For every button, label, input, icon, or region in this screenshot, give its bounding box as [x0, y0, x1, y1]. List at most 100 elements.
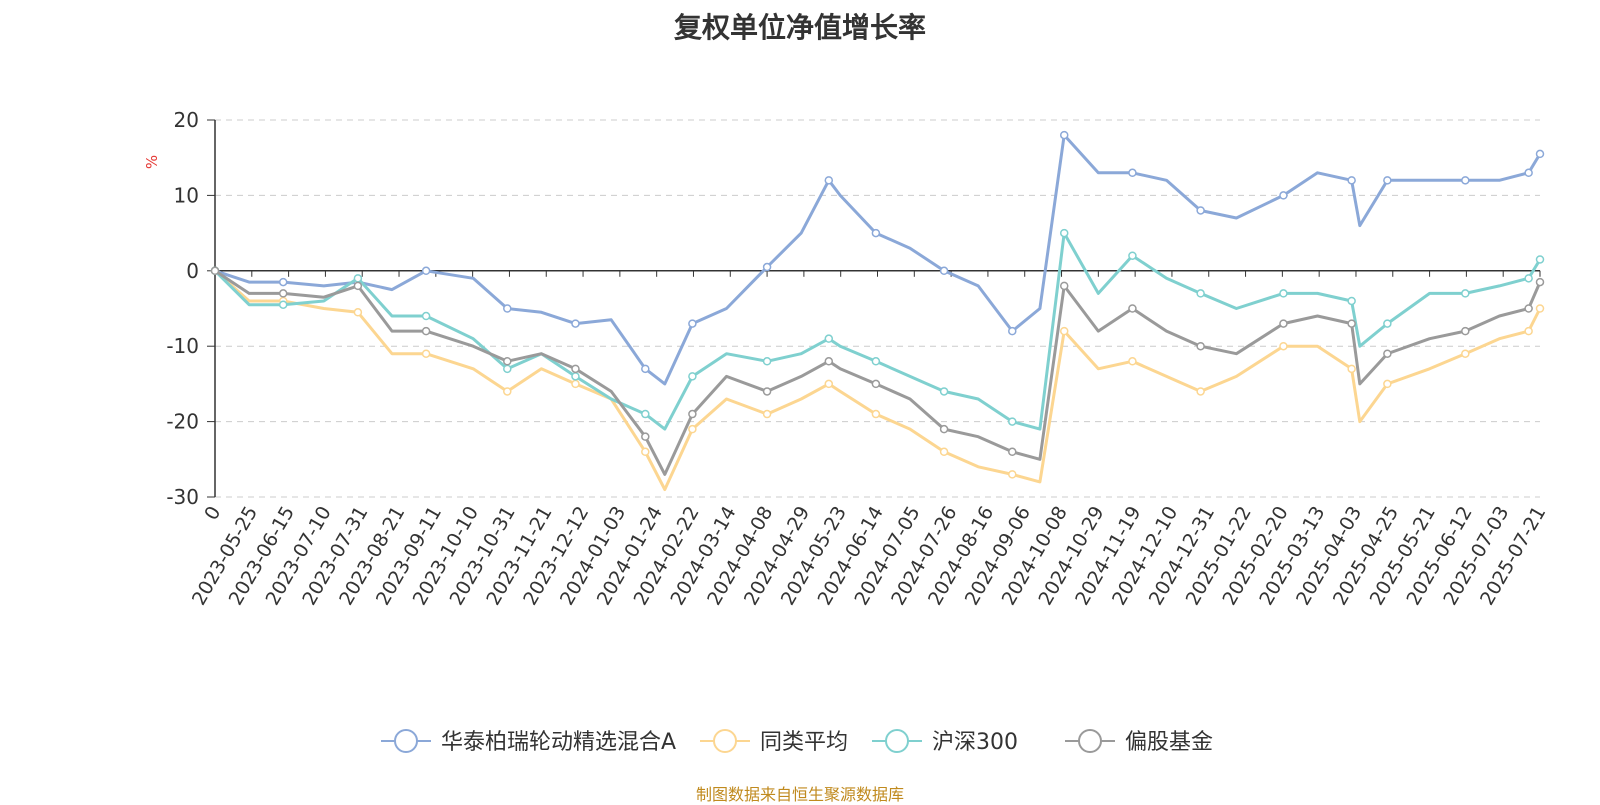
series-point-2: [1196, 289, 1205, 298]
series-point-2: [421, 311, 431, 321]
series-point-0: [1524, 168, 1533, 178]
y-tick-label: 20: [174, 108, 199, 132]
series-point-2: [1128, 251, 1137, 260]
series-point-3: [571, 364, 580, 374]
y-tick-label: 10: [174, 183, 199, 207]
series-point-2: [641, 409, 650, 419]
series-line-0: [214, 133, 1542, 386]
legend-label: 沪深300: [932, 730, 1018, 755]
series-point-2: [353, 274, 363, 283]
series-point-3: [824, 357, 834, 366]
series-point-1: [688, 424, 697, 434]
series-point-1: [641, 447, 650, 457]
legend-label: 同类平均: [760, 730, 848, 755]
legend-item-1[interactable]: 同类平均: [700, 729, 848, 755]
y-tick-label: -10: [166, 334, 199, 358]
y-tick-label: -30: [166, 485, 199, 509]
series-point-1: [1524, 326, 1533, 336]
legend-item-3[interactable]: 偏股基金: [1065, 729, 1213, 755]
series-point-3: [1524, 304, 1533, 313]
series-point-3: [762, 387, 772, 396]
series-point-0: [1383, 176, 1392, 185]
series-point-0: [1128, 168, 1137, 178]
series-point-0: [1347, 176, 1356, 185]
legend-label: 偏股基金: [1125, 730, 1213, 755]
y-tick-label: -20: [166, 410, 199, 434]
series-point-2: [1347, 296, 1356, 306]
series-point-2: [278, 300, 288, 309]
series-point-2: [824, 334, 834, 343]
series-point-3: [1196, 341, 1205, 351]
series-point-1: [1008, 470, 1017, 479]
legend-label: 华泰柏瑞轮动精选混合A: [441, 730, 676, 755]
legend-marker: [1078, 729, 1102, 753]
series-point-1: [353, 308, 363, 317]
series-point-1: [571, 379, 580, 389]
series-point-1: [762, 409, 772, 419]
series-point-3: [210, 266, 220, 276]
series-line-3: [214, 269, 1542, 476]
series-point-3: [1059, 281, 1069, 291]
series-point-3: [939, 424, 949, 434]
legend-item-2[interactable]: 沪深300: [872, 729, 1018, 755]
series-point-3: [1383, 349, 1392, 358]
series-point-2: [871, 357, 881, 366]
series-point-2: [762, 357, 772, 366]
legend-marker: [885, 729, 909, 753]
series-point-1: [1347, 364, 1356, 374]
series-point-0: [688, 319, 697, 328]
series-point-1: [1059, 326, 1069, 336]
x-tick-label: 0: [200, 503, 225, 524]
series-point-2: [1535, 255, 1545, 264]
series-point-1: [1383, 379, 1392, 389]
series-point-2: [688, 372, 697, 381]
series-point-2: [503, 364, 512, 374]
series-point-1: [421, 349, 431, 358]
series-point-3: [1279, 319, 1288, 328]
series-point-0: [571, 319, 580, 328]
legend[interactable]: 华泰柏瑞轮动精选混合A 同类平均 沪深300 偏股基金: [381, 729, 1213, 755]
series-point-1: [1535, 304, 1545, 313]
series-point-1: [939, 447, 949, 457]
series-point-3: [1535, 277, 1545, 287]
series-point-1: [871, 409, 881, 419]
series-line-2: [213, 231, 1542, 431]
series-point-2: [1524, 274, 1533, 283]
series-point-0: [871, 228, 881, 238]
series-point-0: [939, 266, 949, 276]
series-point-1: [1461, 349, 1470, 358]
series-point-3: [503, 357, 512, 366]
series-point-2: [1383, 319, 1392, 328]
series-point-1: [503, 387, 512, 396]
series-point-0: [1059, 130, 1069, 140]
series-point-0: [1461, 176, 1470, 185]
y-axis-unit: %: [143, 155, 161, 169]
series-point-3: [871, 379, 881, 389]
series-lines: [210, 130, 1545, 491]
legend-item-0[interactable]: 华泰柏瑞轮动精选混合A: [381, 729, 676, 755]
series-point-1: [1196, 387, 1205, 396]
series-point-0: [1535, 149, 1545, 159]
legend-marker: [394, 729, 418, 753]
series-line-1: [214, 269, 1542, 491]
series-point-0: [824, 176, 834, 185]
series-point-1: [1279, 341, 1288, 351]
series-point-2: [1059, 228, 1069, 238]
series-point-3: [1347, 319, 1356, 328]
series-point-1: [1128, 357, 1137, 366]
series-point-3: [278, 289, 288, 298]
series-point-0: [1196, 206, 1205, 215]
axes: -30-20-1001020%02023-05-252023-06-152023…: [143, 108, 1550, 609]
series-point-3: [1461, 326, 1470, 336]
y-tick-label: 0: [186, 259, 199, 283]
series-point-3: [353, 281, 363, 291]
chart-title: 复权单位净值增长率: [673, 11, 926, 44]
series-point-3: [1008, 447, 1017, 457]
series-point-0: [1008, 326, 1017, 336]
series-point-1: [824, 379, 834, 389]
series-point-3: [688, 409, 697, 419]
series-point-2: [1008, 417, 1017, 426]
series-point-2: [1461, 289, 1470, 298]
source-note: 制图数据来自恒生聚源数据库: [695, 785, 904, 804]
